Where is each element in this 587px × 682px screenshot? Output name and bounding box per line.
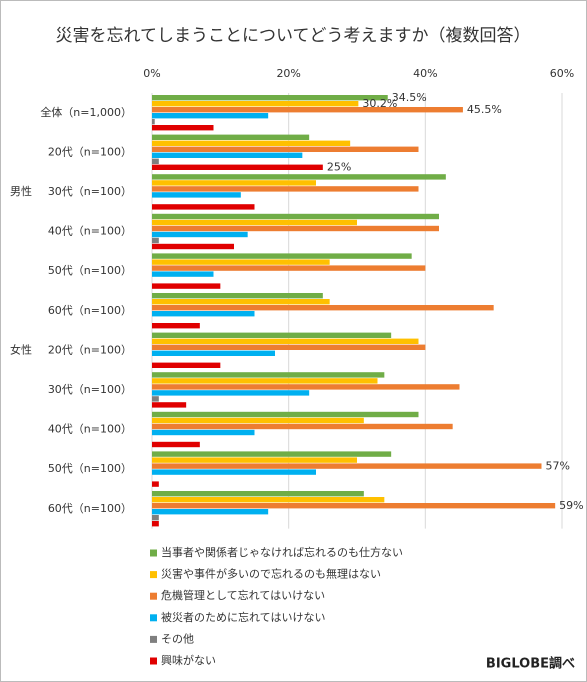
- y-tick-label: 50代（n=100）: [48, 462, 132, 475]
- bar: [152, 271, 214, 277]
- group-label: 女性: [10, 342, 32, 356]
- bar: [152, 396, 159, 402]
- bar: [152, 219, 357, 226]
- bar: [152, 293, 323, 299]
- legend-swatch: [150, 635, 157, 643]
- y-tick-label: 60代（n=100）: [48, 502, 132, 515]
- bar: [152, 231, 248, 238]
- bar: [152, 451, 392, 457]
- bar: [152, 338, 419, 344]
- legend-label: 危機管理として忘れてはいけない: [161, 588, 325, 602]
- bar: [152, 140, 351, 146]
- legend-label: 災害や事件が多いので忘れるのも無理はない: [161, 567, 381, 581]
- bar: [152, 243, 234, 250]
- legend-swatch: [150, 549, 157, 557]
- bar: [152, 390, 310, 396]
- bar: [152, 180, 316, 186]
- bar: [152, 417, 364, 424]
- legend-swatch: [150, 614, 157, 622]
- legend-label: 興味がない: [161, 653, 216, 667]
- legend-swatch: [150, 657, 157, 665]
- bar: [152, 253, 412, 259]
- x-tick-label: 20%: [276, 67, 300, 80]
- y-tick-label: 40代（n=100）: [48, 423, 132, 436]
- bar: [152, 119, 155, 125]
- bar: [152, 305, 494, 311]
- x-tick-label: 40%: [413, 67, 437, 80]
- bar: [152, 134, 310, 140]
- legend-label: その他: [161, 632, 194, 645]
- bar: [152, 332, 392, 338]
- bar: [152, 158, 159, 164]
- bar: [152, 441, 200, 448]
- y-tick-label: 20代（n=100）: [48, 145, 132, 158]
- legend-swatch: [150, 571, 157, 579]
- x-tick-label: 0%: [143, 67, 160, 80]
- bar: [152, 107, 463, 113]
- bar: [152, 372, 385, 378]
- bar: [152, 481, 159, 487]
- bar: [152, 146, 419, 152]
- bar: [152, 378, 378, 384]
- bar: [152, 283, 221, 289]
- y-tick-label: 30代（n=100）: [48, 383, 132, 396]
- bar: [152, 521, 159, 527]
- bar: [152, 457, 357, 463]
- legend-label: 被災者のために忘れてはいけない: [161, 610, 325, 624]
- y-tick-label: 全体（n=1,000）: [40, 105, 132, 119]
- bar: [152, 503, 556, 509]
- bar: [152, 384, 460, 390]
- bar: [152, 491, 364, 497]
- data-label: 57%: [546, 459, 570, 472]
- bar: [152, 497, 385, 503]
- data-label: 25%: [327, 161, 351, 174]
- bar: [152, 101, 359, 107]
- bar: [152, 174, 446, 180]
- bar: [152, 113, 269, 119]
- data-label: 30.2%: [362, 97, 397, 110]
- bar: [152, 299, 330, 305]
- bar: [152, 423, 453, 430]
- x-tick-label: 60%: [550, 67, 574, 80]
- y-tick-label: 60代（n=100）: [48, 304, 132, 317]
- bar: [152, 311, 255, 317]
- legend-label: 当事者や関係者じゃなければ忘れるのも仕方ない: [161, 545, 403, 559]
- bar: [152, 344, 426, 350]
- y-tick-label: 40代（n=100）: [48, 225, 132, 238]
- bar: [152, 429, 255, 436]
- bar: [152, 265, 426, 271]
- bar: [152, 463, 542, 469]
- bar: [152, 259, 330, 265]
- data-label: 45.5%: [467, 103, 502, 116]
- bar: [152, 402, 187, 408]
- bar: [152, 192, 241, 198]
- bar: [152, 362, 221, 368]
- bar: [152, 237, 159, 244]
- bar: [152, 350, 275, 356]
- bar: [152, 186, 419, 192]
- bar: [152, 95, 388, 101]
- bar: [152, 225, 439, 232]
- legend-swatch: [150, 592, 157, 600]
- bar: [152, 213, 439, 220]
- bar: [152, 469, 316, 475]
- source: BIGLOBE調べ: [486, 656, 575, 672]
- bar: [152, 509, 269, 515]
- bar: [152, 515, 159, 521]
- bar: [152, 152, 303, 158]
- bar: [152, 323, 200, 329]
- y-tick-label: 30代（n=100）: [48, 185, 132, 198]
- bar: [152, 125, 214, 131]
- data-label: 59%: [559, 499, 583, 512]
- group-label: 男性: [10, 184, 32, 198]
- bar: [152, 411, 419, 418]
- bar: [152, 204, 255, 210]
- bar: [152, 164, 323, 170]
- y-tick-label: 20代（n=100）: [48, 343, 132, 356]
- y-tick-label: 50代（n=100）: [48, 264, 132, 277]
- chart-title: 災害を忘れてしまうことについてどう考えますか（複数回答）: [56, 26, 531, 46]
- data-label: 34.5%: [392, 91, 427, 104]
